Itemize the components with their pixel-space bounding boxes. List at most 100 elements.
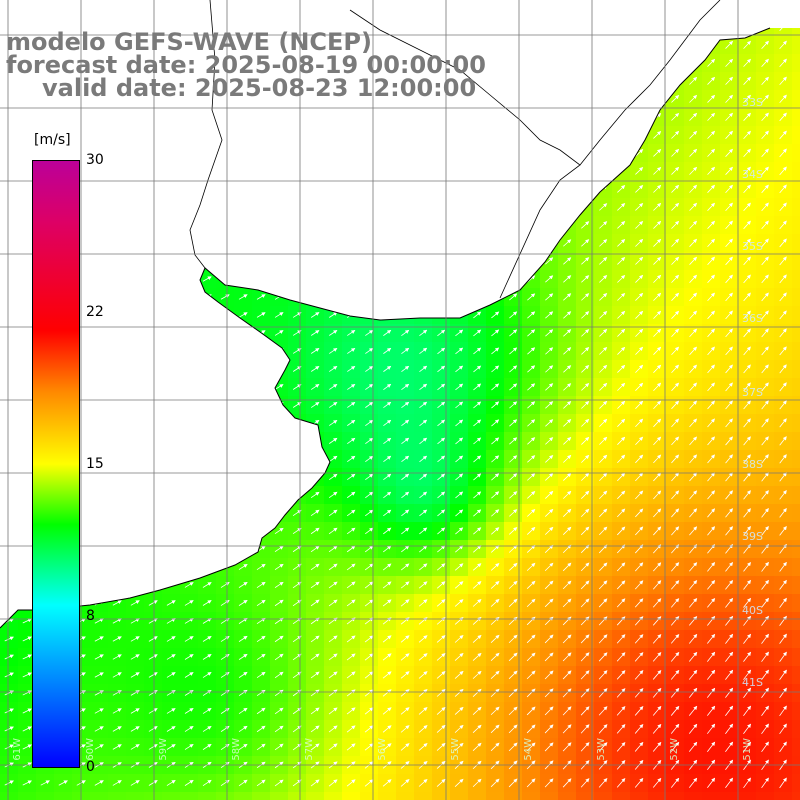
wind-speed-cell bbox=[792, 414, 800, 433]
wind-speed-cell bbox=[792, 270, 800, 289]
wind-speed-cell bbox=[792, 774, 800, 793]
lon-label-57w: 57W bbox=[304, 738, 315, 761]
wind-speed-cell bbox=[486, 792, 505, 800]
wind-speed-cell bbox=[270, 792, 289, 800]
wind-speed-cell bbox=[792, 306, 800, 325]
wind-speed-cell bbox=[792, 342, 800, 361]
lon-label-60w: 60W bbox=[85, 738, 96, 761]
colorbar-tick-15: 15 bbox=[86, 456, 104, 472]
wind-speed-cell bbox=[666, 792, 685, 800]
wind-speed-cell bbox=[126, 792, 145, 800]
wind-speed-cell bbox=[792, 738, 800, 757]
wind-speed-cell bbox=[792, 72, 800, 91]
lon-label-56w: 56W bbox=[377, 738, 388, 761]
wind-speed-cell bbox=[792, 108, 800, 127]
wind-speed-cell bbox=[792, 198, 800, 217]
lat-label-35s: 35S bbox=[742, 240, 763, 253]
wind-speed-cell bbox=[792, 792, 800, 800]
wind-speed-cell bbox=[792, 324, 800, 343]
wind-speed-cell bbox=[342, 792, 361, 800]
wind-speed-cell bbox=[792, 162, 800, 181]
wind-speed-cell bbox=[630, 792, 649, 800]
wind-speed-cell bbox=[792, 28, 800, 37]
wind-speed-cell bbox=[378, 792, 397, 800]
title-valid-date: valid date: 2025-08-23 12:00:00 bbox=[42, 74, 477, 102]
wind-speed-cell bbox=[792, 630, 800, 649]
lon-label-51w: 51W bbox=[742, 738, 753, 761]
wind-speed-cell bbox=[792, 558, 800, 577]
lon-label-58w: 58W bbox=[231, 738, 242, 761]
wind-speed-cell bbox=[792, 90, 800, 109]
wind-speed-cell bbox=[396, 792, 415, 800]
wind-speed-cell bbox=[738, 792, 757, 800]
lat-label-37s: 37S bbox=[742, 386, 763, 399]
wind-speed-cell bbox=[504, 792, 523, 800]
wind-speed-cell bbox=[792, 36, 800, 55]
wind-speed-cell bbox=[36, 792, 55, 800]
wind-speed-cell bbox=[774, 792, 793, 800]
wind-speed-cell bbox=[702, 792, 721, 800]
wind-speed-cell bbox=[432, 792, 451, 800]
wind-speed-cell bbox=[108, 792, 127, 800]
wind-speed-cell bbox=[792, 702, 800, 721]
lon-label-54w: 54W bbox=[523, 738, 534, 761]
wind-speed-cell bbox=[756, 792, 775, 800]
wind-speed-cell bbox=[468, 792, 487, 800]
wind-speed-cell bbox=[774, 28, 793, 37]
wind-speed-cell bbox=[792, 522, 800, 541]
wind-speed-cell bbox=[162, 792, 181, 800]
wind-speed-cell bbox=[792, 684, 800, 703]
lat-label-41s: 41S bbox=[742, 676, 763, 689]
wind-speed-cell bbox=[216, 792, 235, 800]
wind-speed-cell bbox=[792, 144, 800, 163]
wind-speed-cell bbox=[792, 396, 800, 415]
wind-speed-cell bbox=[54, 792, 73, 800]
wind-speed-cell bbox=[792, 450, 800, 469]
wind-speed-cell bbox=[792, 54, 800, 73]
wind-speed-cell bbox=[792, 216, 800, 235]
wind-speed-cell bbox=[234, 792, 253, 800]
lat-label-33s: 33S bbox=[742, 96, 763, 109]
wind-speed-cell bbox=[792, 576, 800, 595]
wind-speed-cell bbox=[198, 792, 217, 800]
wind-speed-cell bbox=[792, 720, 800, 739]
colorbar bbox=[32, 160, 80, 768]
wind-speed-cell bbox=[288, 792, 307, 800]
wind-speed-cell bbox=[792, 666, 800, 685]
lon-label-52w: 52W bbox=[669, 738, 680, 761]
wind-speed-cell bbox=[792, 612, 800, 631]
lat-label-34s: 34S bbox=[742, 168, 763, 181]
wind-speed-cell bbox=[792, 126, 800, 145]
wind-speed-cell bbox=[792, 252, 800, 271]
lat-label-40s: 40S bbox=[742, 604, 763, 617]
wind-speed-cell bbox=[792, 360, 800, 379]
wind-speed-cell bbox=[594, 792, 613, 800]
wind-speed-cell bbox=[792, 180, 800, 199]
wind-speed-cell bbox=[792, 234, 800, 253]
colorbar-tick-0: 0 bbox=[86, 759, 95, 775]
wind-speed-cell bbox=[558, 792, 577, 800]
lon-label-55w: 55W bbox=[450, 738, 461, 761]
wind-speed-cell bbox=[792, 468, 800, 487]
wind-speed-cell bbox=[540, 792, 559, 800]
wind-speed-cell bbox=[792, 504, 800, 523]
wind-speed-cell bbox=[684, 792, 703, 800]
colorbar-tick-22: 22 bbox=[86, 304, 104, 320]
wind-speed-cell bbox=[792, 378, 800, 397]
wind-speed-cell bbox=[612, 792, 631, 800]
wind-speed-cell bbox=[90, 792, 109, 800]
colorbar-tick-30: 30 bbox=[86, 152, 104, 168]
lat-label-36s: 36S bbox=[742, 312, 763, 325]
wind-speed-cell bbox=[180, 792, 199, 800]
wind-speed-cell bbox=[792, 594, 800, 613]
wind-speed-cell bbox=[144, 792, 163, 800]
wind-speed-cell bbox=[756, 28, 775, 37]
lat-label-38s: 38S bbox=[742, 458, 763, 471]
colorbar-unit: [m/s] bbox=[34, 132, 71, 148]
colorbar-tick-8: 8 bbox=[86, 608, 95, 624]
lon-label-53w: 53W bbox=[596, 738, 607, 761]
lon-label-59w: 59W bbox=[158, 738, 169, 761]
wind-speed-cell bbox=[360, 792, 379, 800]
wind-speed-cell bbox=[414, 792, 433, 800]
